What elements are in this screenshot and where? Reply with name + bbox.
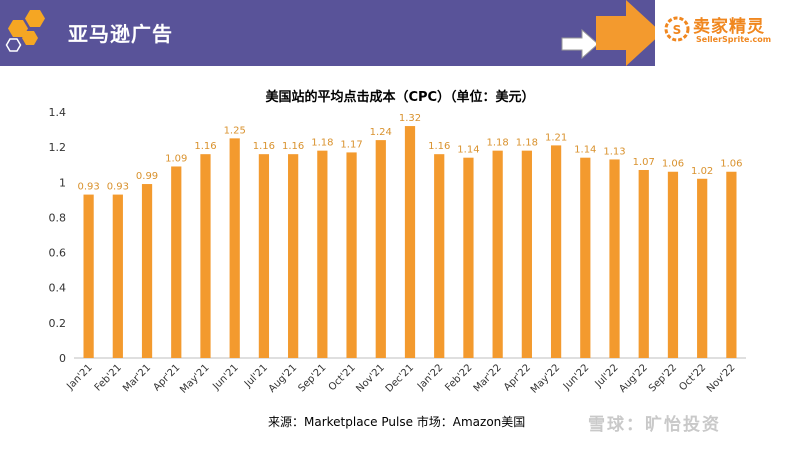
- x-tick-label: Mar'22: [472, 362, 504, 394]
- data-label: 1.14: [457, 145, 479, 156]
- y-tick-label: 1: [59, 176, 66, 189]
- bar: [550, 145, 562, 358]
- bar: [317, 150, 328, 358]
- data-label: 0.93: [107, 182, 129, 193]
- bar: [726, 171, 737, 358]
- bar: [638, 169, 649, 358]
- x-tick-label: Jul'21: [242, 362, 270, 390]
- footer-source: 来源：Marketplace Pulse 市场：Amazon美国: [268, 415, 526, 429]
- bar: [667, 171, 679, 358]
- brand-name: 卖家精灵: [693, 17, 765, 37]
- x-tick-label: May'22: [529, 362, 562, 395]
- x-tick-label: Jun'21: [210, 362, 240, 392]
- x-tick-label: Aug'22: [617, 362, 650, 395]
- x-tick-label: Jun'22: [561, 362, 591, 392]
- x-tick-label: Feb'22: [443, 362, 474, 393]
- bar: [83, 194, 94, 358]
- bar: [609, 159, 620, 358]
- x-tick-label: Oct'22: [677, 362, 708, 393]
- data-label: 1.25: [224, 125, 246, 136]
- x-tick-label: Nov'21: [354, 362, 387, 395]
- data-label: 0.99: [136, 171, 158, 182]
- data-label: 1.06: [720, 159, 742, 170]
- arrow-right-icon: [561, 0, 662, 66]
- bar: [463, 157, 474, 358]
- bar: [346, 152, 357, 358]
- data-label: 1.16: [253, 141, 275, 152]
- brand-url: SellerSprite.com: [696, 35, 772, 44]
- hexagon-logo-icon: [5, 10, 45, 52]
- data-label: 1.02: [691, 166, 713, 177]
- x-tick-label: Dec'21: [384, 362, 416, 394]
- svg-text:S: S: [673, 23, 682, 37]
- data-label: 1.16: [428, 141, 450, 152]
- bar: [112, 194, 123, 358]
- data-label: 1.32: [399, 113, 421, 124]
- y-tick-label: 1.4: [49, 106, 67, 119]
- data-label: 1.18: [311, 138, 333, 149]
- x-tick-label: Mar'21: [121, 362, 153, 394]
- bar: [141, 184, 153, 358]
- x-tick-label: Jul'22: [593, 362, 621, 390]
- bar: [697, 178, 708, 358]
- data-label: 1.07: [633, 157, 655, 168]
- bar: [580, 157, 591, 358]
- y-tick-label: 0.2: [49, 317, 67, 330]
- x-tick-label: Feb'21: [93, 362, 124, 393]
- bar: [404, 126, 416, 358]
- data-label: 1.14: [574, 145, 596, 156]
- bar: [258, 154, 270, 358]
- data-label: 1.18: [487, 138, 509, 149]
- header-title: 亚马逊广告: [68, 22, 173, 46]
- x-tick-label: May'21: [178, 362, 211, 395]
- bar: [492, 150, 503, 358]
- y-tick-label: 0: [59, 352, 66, 365]
- data-label: 1.16: [282, 141, 304, 152]
- data-label: 0.93: [77, 182, 99, 193]
- data-label: 1.21: [545, 132, 567, 143]
- x-tick-label: Jan'21: [64, 362, 94, 392]
- x-tick-label: Jan'22: [415, 362, 445, 392]
- bar: [229, 138, 240, 358]
- y-tick-label: 0.4: [49, 282, 67, 295]
- x-tick-label: Sep'21: [296, 362, 328, 394]
- x-tick-label: Nov'22: [705, 362, 738, 395]
- brand-panel: [655, 0, 800, 66]
- y-tick-label: 0.6: [49, 247, 67, 260]
- x-tick-label: Oct'21: [327, 362, 358, 393]
- sellersprite-logo-icon: S: [664, 16, 690, 42]
- data-label: 1.13: [603, 146, 625, 157]
- data-label: 1.16: [194, 141, 216, 152]
- watermark: 雪球：旷怡投资: [588, 415, 721, 435]
- y-tick-label: 1.2: [49, 141, 67, 154]
- data-label: 1.24: [370, 127, 392, 138]
- data-label: 1.18: [516, 138, 538, 149]
- chart-title: 美国站的平均点击成本（CPC）（单位：美元）: [265, 90, 535, 105]
- bar: [171, 166, 182, 358]
- bar: [434, 154, 445, 358]
- data-label: 1.09: [165, 153, 187, 164]
- bar: [521, 150, 532, 358]
- data-label: 1.17: [340, 139, 362, 150]
- y-tick-label: 0.8: [49, 211, 67, 224]
- bar: [200, 154, 211, 358]
- x-tick-label: Aug'21: [267, 362, 300, 395]
- x-tick-label: Sep'22: [647, 362, 679, 394]
- data-label: 1.06: [662, 159, 684, 170]
- bar: [375, 140, 386, 358]
- bar: [288, 154, 299, 358]
